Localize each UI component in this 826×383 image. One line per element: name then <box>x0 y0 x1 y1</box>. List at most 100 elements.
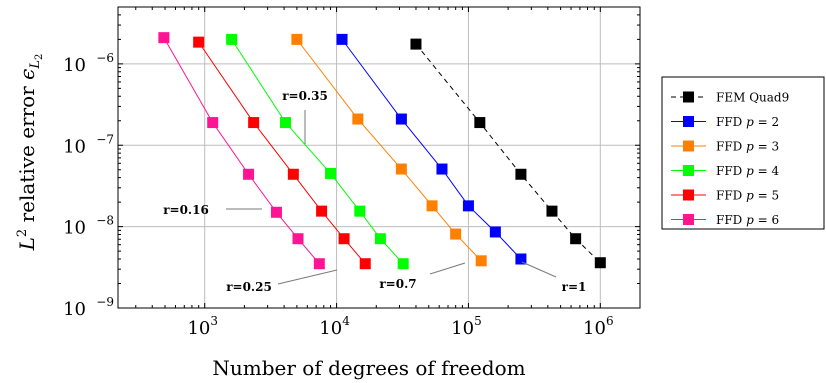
y-axis-label-L: L <box>15 237 39 251</box>
y-axis-label: L2 relative error ϵL2 <box>15 54 45 252</box>
legend-value: = 2 <box>754 115 779 129</box>
series-0 <box>410 38 606 269</box>
annotation-leader <box>429 262 466 275</box>
y-tick-base: 10 <box>63 136 86 157</box>
series-2 <box>291 33 487 267</box>
y-axis-label-eps: ϵ <box>15 69 39 80</box>
data-point <box>316 205 328 217</box>
series-line <box>296 39 482 262</box>
legend-label: FFD p = 2 <box>716 115 779 129</box>
y-tick-exp: −8 <box>96 214 114 228</box>
y-tick-base: 10 <box>63 55 86 76</box>
data-point <box>546 205 558 217</box>
y-tick-label: 10 −6 <box>63 51 114 76</box>
legend-label: FFD p = 3 <box>716 140 779 154</box>
legend-value: = 6 <box>754 213 779 227</box>
data-point <box>359 258 371 270</box>
y-axis-label-sub2: 2 <box>34 54 45 60</box>
legend-prefix: FFD <box>716 164 746 178</box>
x-tick-base: 10 <box>451 318 474 339</box>
data-point <box>475 255 487 267</box>
x-tick-exp: 4 <box>342 314 350 328</box>
x-tick-base: 10 <box>187 318 210 339</box>
annotation: r=0.25 <box>226 269 338 294</box>
legend-marker <box>683 214 694 225</box>
legend-math: p <box>746 140 754 154</box>
legend-marker <box>683 165 694 176</box>
data-point <box>354 205 366 217</box>
data-point <box>248 117 260 129</box>
data-point <box>489 226 501 238</box>
annotation: r=1 <box>521 261 587 294</box>
y-tick-exp: −9 <box>96 295 114 309</box>
data-point <box>462 200 474 212</box>
legend-prefix: FFD <box>716 189 746 203</box>
series-line <box>341 39 522 260</box>
legend-prefix: FFD <box>716 140 746 154</box>
legend-label: FFD p = 6 <box>716 213 779 227</box>
series-line <box>198 41 366 265</box>
legend-entry: FFD p = 3 <box>671 140 779 154</box>
legend-value: = 5 <box>754 189 779 203</box>
y-tick-exp: −6 <box>96 51 114 65</box>
annotation-label: r=1 <box>562 280 587 294</box>
annotations: r=0.35 r=0.16 r=0.25 r=0.7 r=1 <box>163 89 586 294</box>
x-axis-label: Number of degrees of freedom <box>212 356 525 380</box>
data-point <box>395 113 407 125</box>
legend-math: p <box>746 164 754 178</box>
legend-entry: FFD p = 2 <box>671 115 779 129</box>
legend-prefix: FFD <box>716 115 746 129</box>
annotation-label: r=0.35 <box>282 89 328 103</box>
legend-value: = 4 <box>754 164 780 178</box>
data-point <box>270 206 282 218</box>
data-point <box>515 253 527 265</box>
data-point <box>410 38 422 50</box>
legend-marker <box>683 189 694 201</box>
legend-label: FFD p = 5 <box>716 189 779 203</box>
annotation-label: r=0.7 <box>379 277 416 291</box>
legend-marker <box>683 140 694 152</box>
data-point <box>338 233 350 245</box>
legend-label: FFD p = 4 <box>716 164 779 178</box>
data-point <box>336 33 348 45</box>
legend-label: FEM Quad9 <box>716 91 789 105</box>
annotation-label: r=0.16 <box>163 203 209 217</box>
legend-box <box>661 76 825 230</box>
y-tick-base: 10 <box>63 218 86 239</box>
legend-entry: FFD p = 6 <box>671 213 779 227</box>
data-point <box>450 228 462 240</box>
plot-frame <box>117 6 641 309</box>
y-tick-label: 10 −7 <box>63 132 114 157</box>
series-4 <box>193 36 371 270</box>
x-tick-base: 10 <box>583 318 606 339</box>
data-point <box>397 258 409 270</box>
data-point <box>243 168 255 180</box>
data-point <box>158 32 170 44</box>
data-point <box>436 163 448 175</box>
x-tick-label: 104 <box>319 314 350 339</box>
data-point <box>280 117 292 129</box>
annotation: r=0.7 <box>379 262 466 291</box>
grid-lines <box>118 7 640 309</box>
annotation-leader <box>277 269 338 285</box>
data-point <box>207 117 219 129</box>
data-point <box>193 36 205 48</box>
y-axis-label-sup: 2 <box>15 229 30 237</box>
x-tick-base: 10 <box>319 318 342 339</box>
legend-marker <box>683 116 694 127</box>
series-3 <box>226 33 409 270</box>
data-point <box>352 113 364 125</box>
data-point <box>426 200 438 212</box>
legend-entry: FFD p = 5 <box>671 189 779 203</box>
data-point <box>474 117 486 129</box>
data-point <box>325 167 337 179</box>
series-5 <box>158 32 325 270</box>
annotation-leader <box>521 261 557 278</box>
legend-math: p <box>746 115 754 129</box>
legend-prefix: FFD <box>716 213 746 227</box>
series-line <box>231 39 404 265</box>
legend-value: = 3 <box>754 140 779 154</box>
